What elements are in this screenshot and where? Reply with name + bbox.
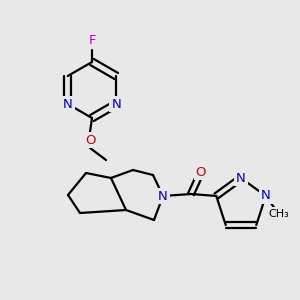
Text: N: N bbox=[111, 98, 121, 110]
Text: F: F bbox=[88, 34, 96, 46]
Text: O: O bbox=[85, 134, 95, 146]
Text: CH₃: CH₃ bbox=[268, 209, 289, 219]
Text: O: O bbox=[196, 166, 206, 178]
Text: N: N bbox=[158, 190, 168, 202]
Text: N: N bbox=[261, 190, 271, 202]
Text: N: N bbox=[236, 172, 246, 184]
Text: N: N bbox=[63, 98, 73, 110]
